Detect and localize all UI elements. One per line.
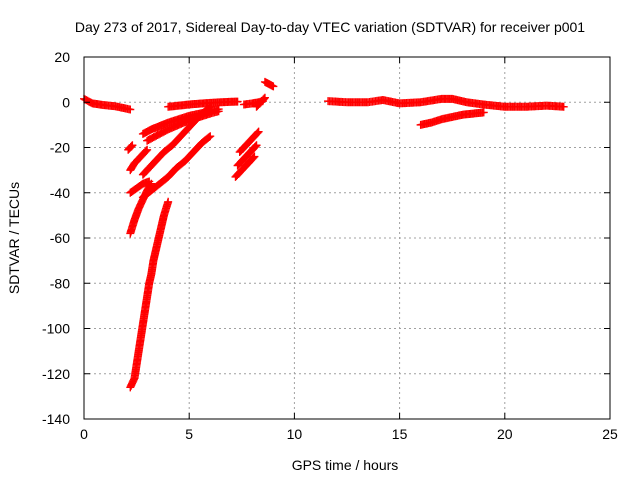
series-arc-11 [164, 97, 242, 111]
data-point [145, 177, 154, 186]
series-arc-12 [231, 152, 259, 181]
series-arc-02 [126, 197, 173, 392]
y-axis-label: SDTVAR / TECUs [6, 182, 22, 294]
data-point [248, 154, 257, 163]
series-arc-19 [416, 108, 488, 129]
data-point [128, 141, 137, 150]
y-tick-label: -60 [50, 230, 70, 246]
data-point [559, 102, 568, 111]
data-point [206, 132, 215, 141]
data-point [143, 145, 152, 154]
series-arc-05 [126, 145, 152, 175]
data-point [233, 97, 242, 106]
series-arc-10 [143, 107, 223, 145]
data-point [252, 129, 261, 138]
data-point [126, 105, 135, 114]
data-point [250, 143, 259, 152]
data-point [205, 133, 214, 142]
y-tick-label: 20 [54, 49, 70, 65]
x-tick-label: 25 [602, 426, 618, 442]
data-point [127, 142, 136, 151]
series-arc-04 [126, 177, 154, 197]
x-axis-label: GPS time / hours [292, 457, 399, 473]
x-tick-label: 0 [80, 426, 88, 442]
series-arc-18 [324, 94, 568, 111]
series-arc-14 [235, 127, 263, 157]
x-tick-label: 10 [287, 426, 303, 442]
data-point [479, 108, 488, 117]
y-tick-label: -80 [50, 275, 70, 291]
y-tick-label: -20 [50, 140, 70, 156]
data-point [259, 95, 268, 104]
y-tick-label: -40 [50, 185, 70, 201]
y-tick-label: -100 [42, 321, 70, 337]
data-point [254, 127, 263, 136]
data-point [253, 128, 262, 137]
data-point [252, 141, 261, 150]
data-point [141, 147, 150, 156]
x-tick-label: 20 [497, 426, 513, 442]
data-point [251, 142, 260, 151]
y-tick-label: -140 [42, 411, 70, 427]
series-arc-13 [233, 141, 261, 170]
data-point [126, 143, 135, 152]
axes: 0 5 10 15 20 25 -140 -120 -100 -80 -60 -40 -20 0 20 [42, 49, 618, 442]
data-point [142, 146, 151, 155]
data-point [260, 94, 269, 103]
data-point [214, 107, 223, 116]
chart-title: Day 273 of 2017, Sidereal Day-to-day VTE… [75, 19, 585, 35]
data-point [260, 93, 269, 102]
series-arc-16 [252, 93, 269, 111]
x-tick-label: 15 [392, 426, 408, 442]
series-arc-17 [260, 77, 278, 91]
x-tick-label: 5 [185, 426, 193, 442]
y-tick-label: 0 [62, 94, 70, 110]
data-point [249, 153, 258, 162]
data-series [80, 77, 568, 392]
grid [84, 57, 610, 419]
series-arc-08 [138, 132, 215, 202]
y-tick-label: -120 [42, 366, 70, 382]
data-point [164, 197, 173, 206]
data-point [269, 82, 278, 91]
data-point [250, 152, 259, 161]
series-arc-06 [124, 141, 137, 154]
